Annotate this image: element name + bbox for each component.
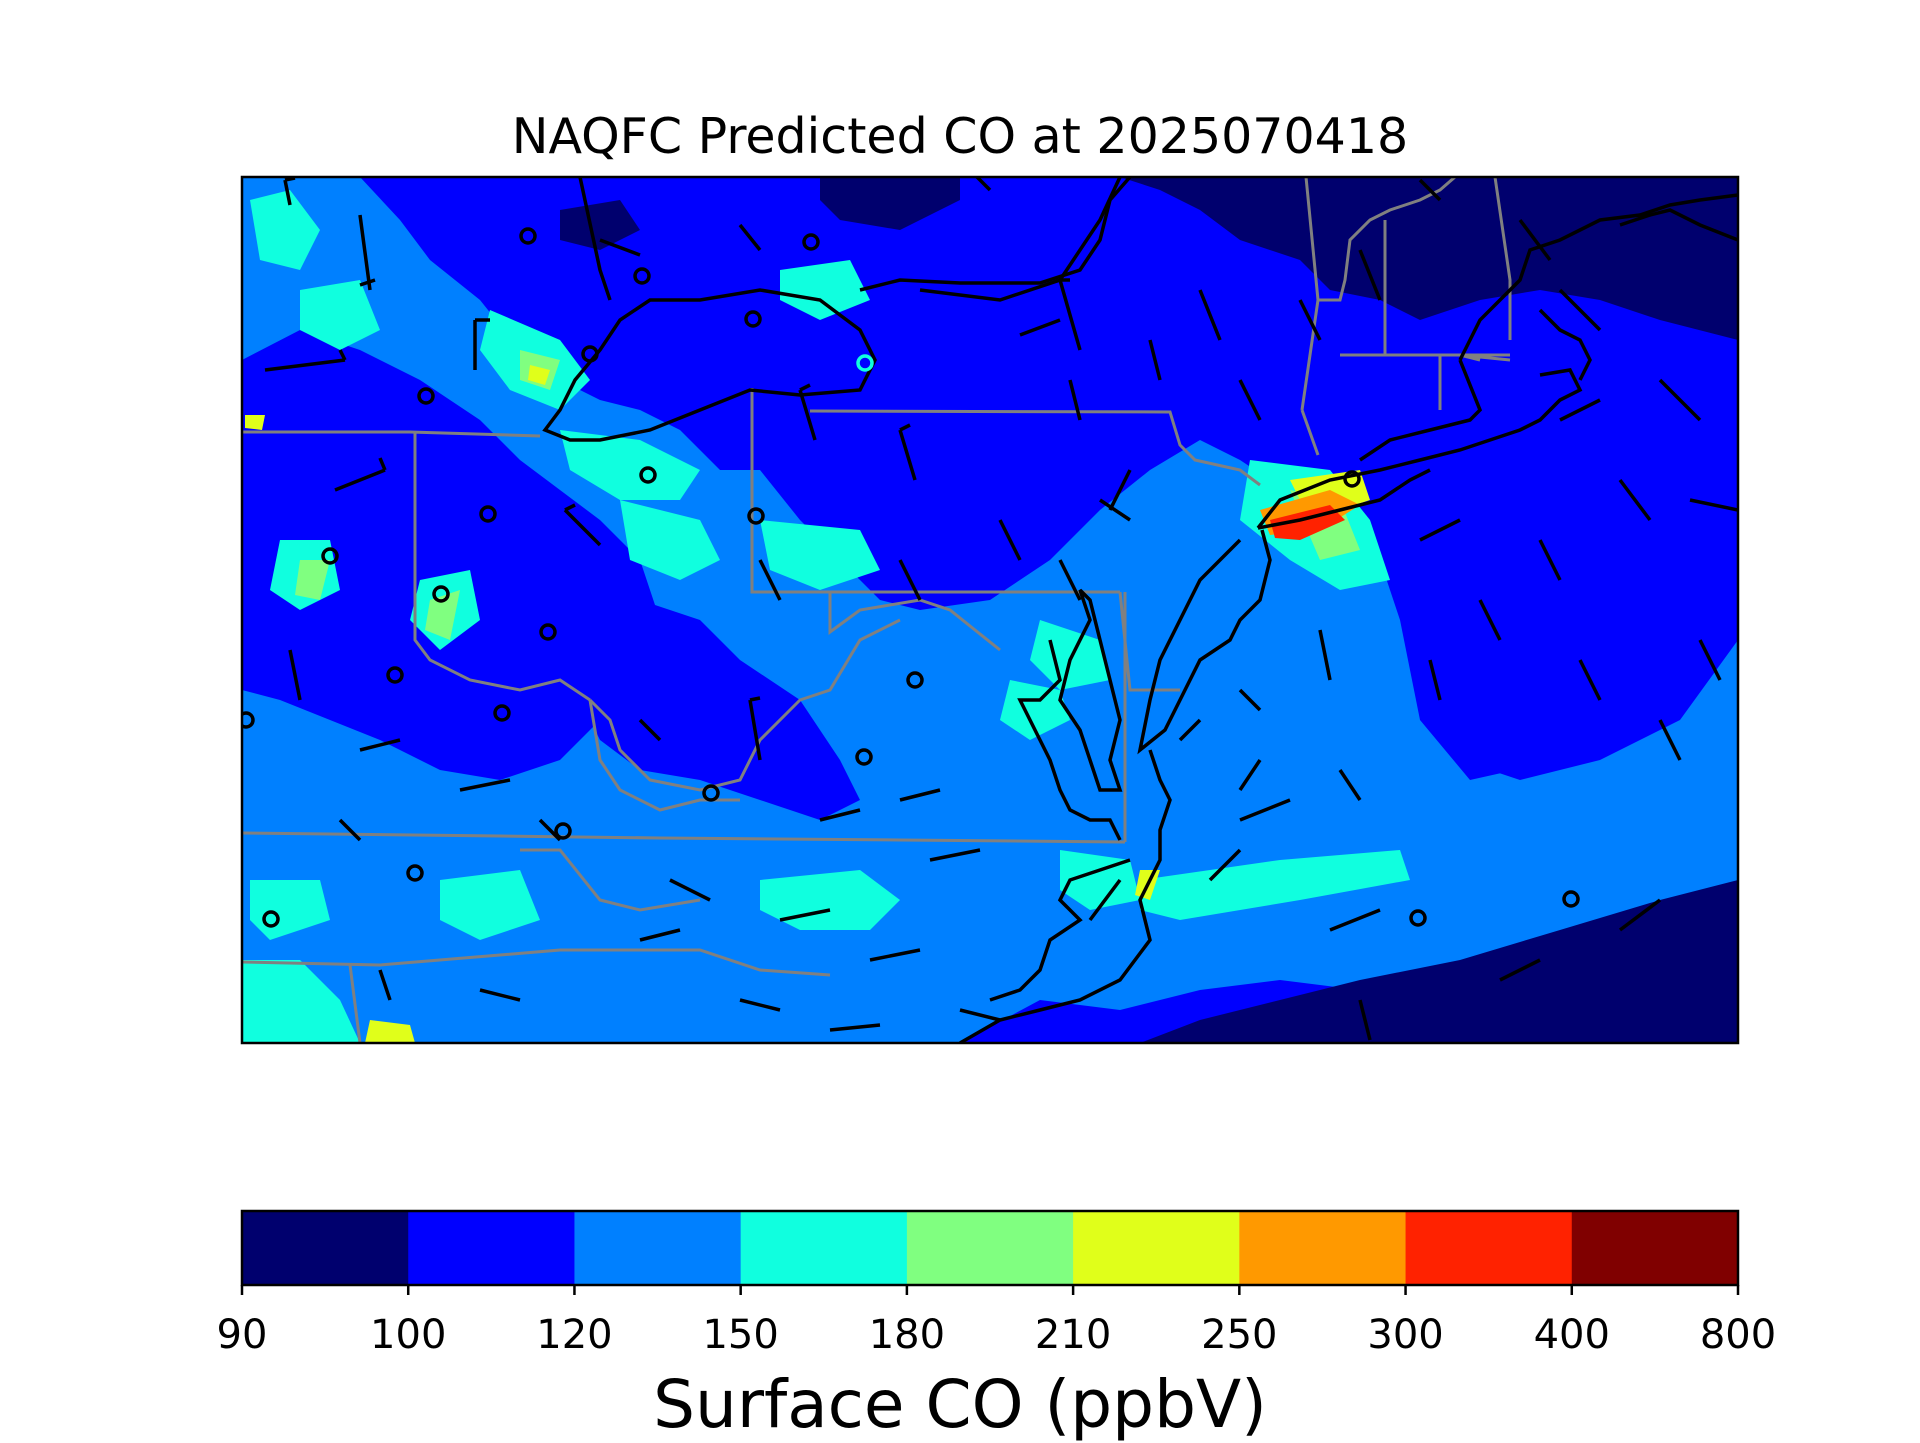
co-region-150-180 (242, 190, 1410, 1043)
co-region-90-100 (1140, 880, 1738, 1043)
colorbar-segment (1073, 1211, 1240, 1285)
map-frame (240, 175, 1740, 1045)
co-region-90-100 (560, 200, 640, 250)
colorbar-segment (574, 1211, 742, 1285)
co-region-90-100 (1120, 177, 1738, 340)
calm-station-markers (242, 227, 1580, 928)
map-title: NAQFC Predicted CO at 2025070418 (511, 108, 1409, 165)
wind-barbs (264, 177, 1738, 1041)
co-region-100-120 (242, 330, 660, 780)
colorbar-segment (408, 1211, 575, 1285)
co-region-100-120 (360, 177, 1738, 780)
co-region-100-120 (580, 600, 860, 820)
colorbar-segment (1571, 1211, 1739, 1285)
co-region-100-120 (1420, 420, 1738, 780)
colorbar-segment (242, 1211, 409, 1285)
co-region-90-100 (820, 177, 960, 230)
colorbar-segment (1239, 1211, 1407, 1285)
colorbar-tickmarks (240, 1285, 1740, 1295)
colorbar-segment (740, 1211, 908, 1285)
state-borders (242, 177, 1512, 1043)
colorbar-segment (1405, 1211, 1573, 1285)
colorbar-frame (240, 1209, 1740, 1287)
colorbar (242, 1211, 1739, 1285)
colorbar-label: Surface CO (ppbV) (653, 1366, 1267, 1443)
colorbar-segment (906, 1211, 1074, 1285)
coastlines (542, 177, 1738, 1043)
